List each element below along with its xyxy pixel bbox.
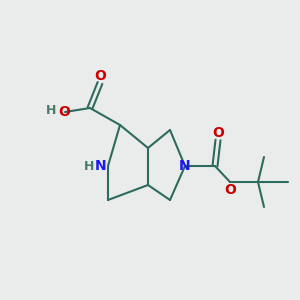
- Text: N: N: [95, 159, 107, 173]
- Text: O: O: [58, 105, 70, 119]
- Text: N: N: [179, 159, 191, 173]
- Text: H: H: [84, 160, 94, 172]
- Text: O: O: [212, 126, 224, 140]
- Text: H: H: [46, 104, 56, 118]
- Text: O: O: [224, 183, 236, 197]
- Text: O: O: [94, 69, 106, 83]
